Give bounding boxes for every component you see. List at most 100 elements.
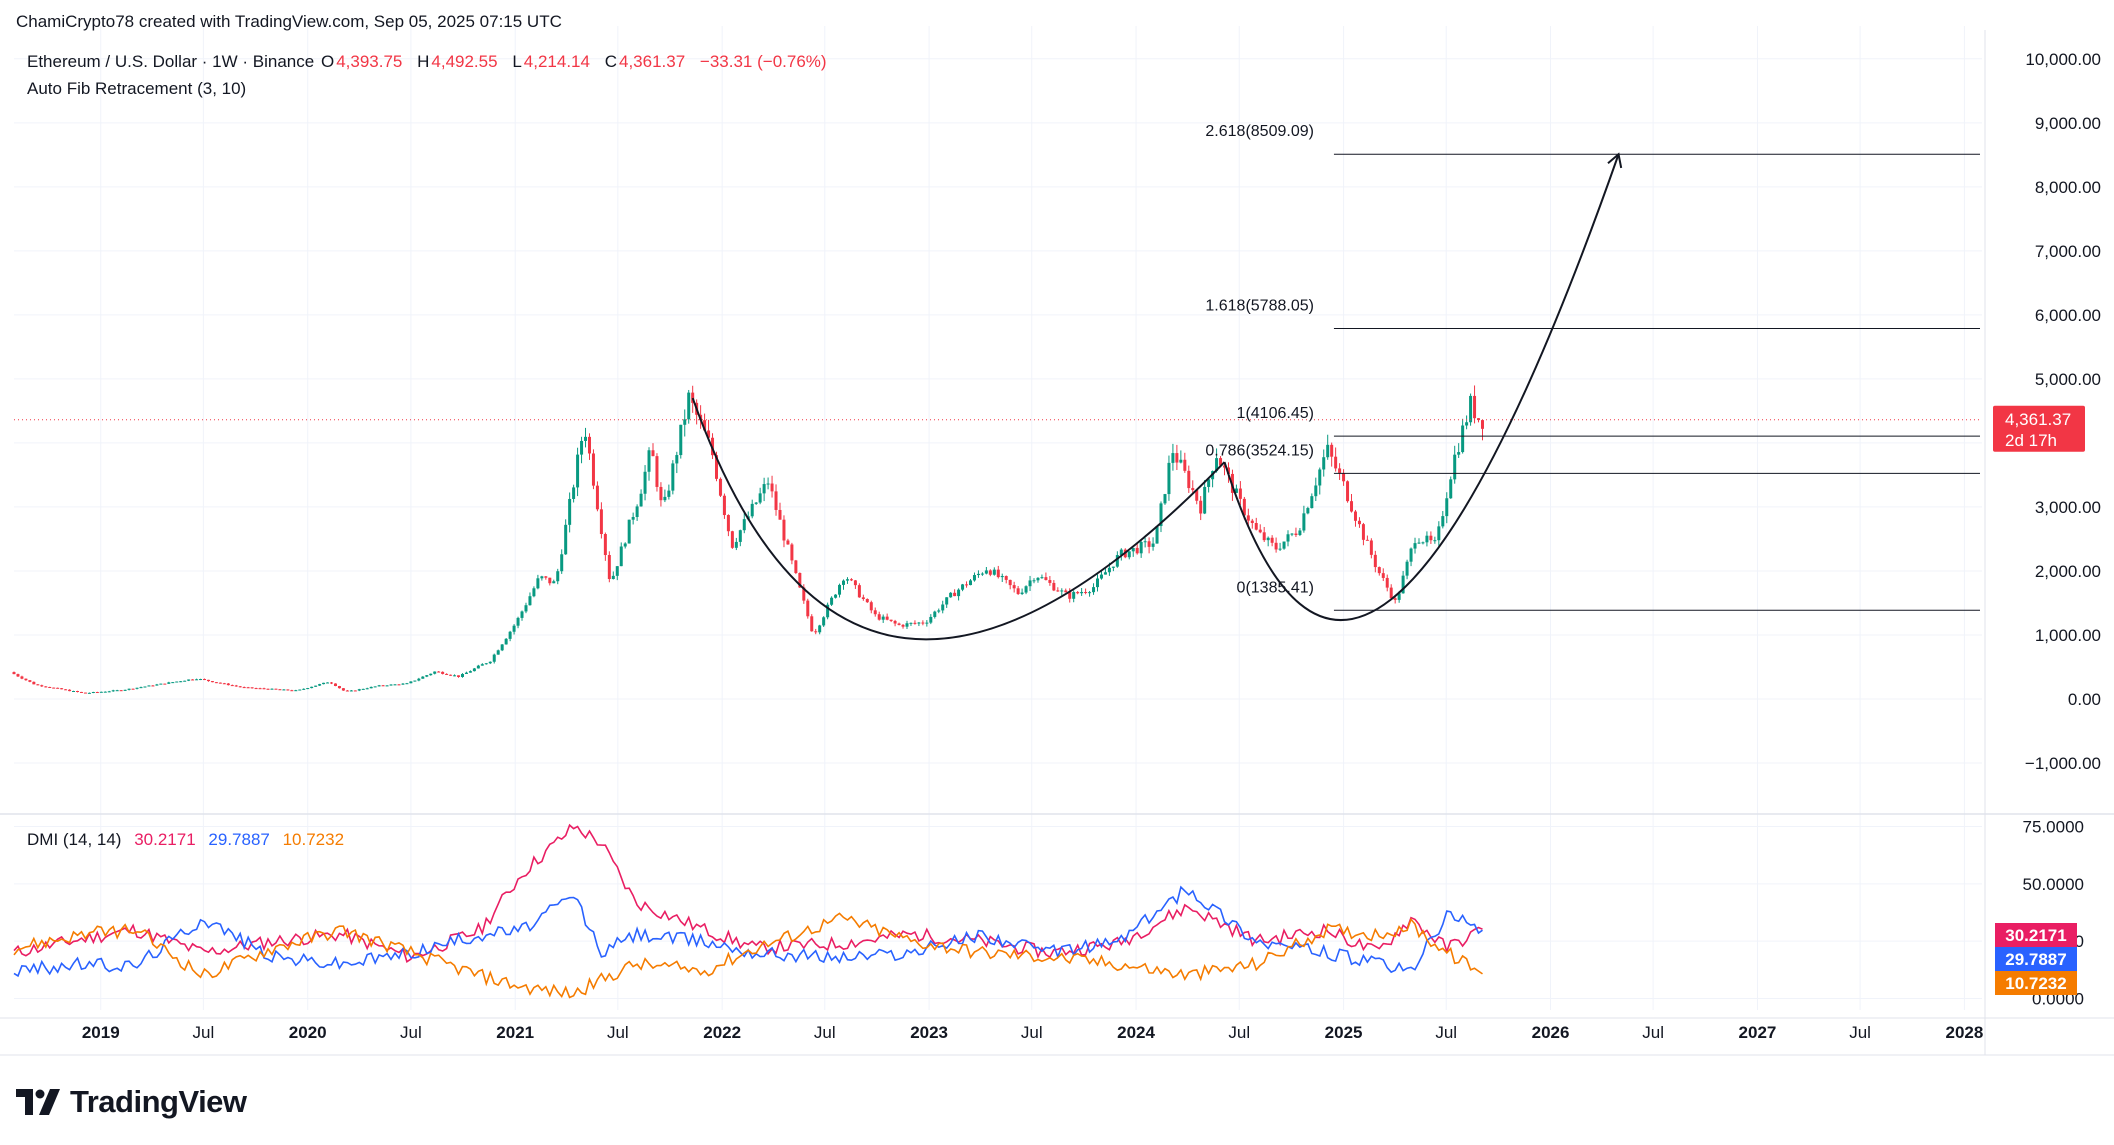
candle-body xyxy=(28,680,32,682)
candle-body xyxy=(1159,503,1163,527)
candle-body xyxy=(1064,590,1068,593)
candle-body xyxy=(524,605,528,612)
candle-body xyxy=(984,570,988,574)
candle-body xyxy=(1056,590,1060,592)
candle-body xyxy=(1096,578,1100,588)
candle-body xyxy=(953,592,957,597)
candle-body xyxy=(838,584,842,595)
candle-body xyxy=(1250,520,1254,524)
candle-body xyxy=(119,690,123,692)
candle-body xyxy=(754,502,758,504)
candle-body xyxy=(631,516,635,520)
candle-body xyxy=(306,688,310,690)
candle-body xyxy=(290,690,294,692)
change-value: −33.31 (−0.76%) xyxy=(699,52,827,71)
candle-body xyxy=(893,620,897,624)
candle-body xyxy=(453,675,457,677)
candle-body xyxy=(1147,541,1151,547)
candle-body xyxy=(441,671,445,674)
candle-body xyxy=(210,681,214,683)
candle-body xyxy=(1044,577,1048,581)
candle-body xyxy=(1449,479,1453,499)
dmi-value-3: 10.7232 xyxy=(282,830,345,849)
candle-body xyxy=(889,619,893,621)
candle-body xyxy=(1425,535,1429,543)
dmi-legend[interactable]: DMI (14, 14) 30.2171 29.7887 10.7232 xyxy=(27,830,344,850)
candle-body xyxy=(1187,470,1191,489)
candle-body xyxy=(1242,498,1246,516)
candle-body xyxy=(802,587,806,601)
candle-body xyxy=(1111,566,1115,568)
candle-body xyxy=(214,682,218,684)
candle-body xyxy=(897,623,901,625)
candle-body xyxy=(127,688,131,690)
candle-body xyxy=(1036,577,1040,581)
candle-body xyxy=(12,672,16,675)
high-value: 4,492.55 xyxy=(431,52,498,71)
candle-body xyxy=(151,685,155,687)
time-axis-label: 2020 xyxy=(289,1023,327,1042)
time-axis-label: Jul xyxy=(1435,1023,1457,1042)
candle-body xyxy=(790,544,794,561)
candle-body xyxy=(230,685,234,687)
candle-body xyxy=(1393,598,1397,600)
candle-body xyxy=(1258,529,1262,533)
candle-body xyxy=(1298,530,1302,536)
symbol-name[interactable]: Ethereum / U.S. Dollar · 1W · Binance xyxy=(27,52,315,71)
price-axis-label: 0.00 xyxy=(2068,690,2101,709)
candle-body xyxy=(44,686,48,688)
candle-body xyxy=(901,624,905,627)
candle-body xyxy=(103,691,107,693)
candle-body xyxy=(603,534,607,556)
candle-body xyxy=(1127,551,1131,558)
candle-body xyxy=(179,681,183,683)
candle-body xyxy=(468,671,472,673)
candle-body xyxy=(377,685,381,687)
candle-body xyxy=(32,681,36,685)
candle-body xyxy=(345,690,349,692)
tradingview-brand[interactable]: TradingView xyxy=(16,1084,247,1120)
candle-body xyxy=(274,688,278,690)
candle-body xyxy=(1195,490,1199,501)
candle-body xyxy=(206,679,210,682)
candle-body xyxy=(99,691,103,693)
candle-body xyxy=(115,690,119,692)
candle-body xyxy=(607,555,611,580)
candle-body xyxy=(1016,588,1020,595)
candle-body xyxy=(1461,425,1465,453)
candle-body xyxy=(671,463,675,491)
candle-body xyxy=(401,683,405,685)
candle-body xyxy=(310,686,314,689)
price-axis-label: 3,000.00 xyxy=(2035,498,2101,517)
candle-body xyxy=(1032,580,1036,582)
fib-retracement: 2.618(8509.09) 1.618(5788.05) 1(4106.45) 0.… xyxy=(1205,123,1980,611)
candle-body xyxy=(1314,485,1318,497)
dmi-line xyxy=(13,912,1483,999)
candle-body xyxy=(1385,577,1389,588)
candle-body xyxy=(1012,585,1016,589)
candle-body xyxy=(1397,593,1401,600)
candle-body xyxy=(167,682,171,684)
dmi-value-tag xyxy=(1995,947,2077,971)
price-axis-label: 8,000.00 xyxy=(2035,178,2101,197)
candle-body xyxy=(675,455,679,464)
candle-body xyxy=(218,682,222,684)
dmi-value-1: 30.2171 xyxy=(134,830,196,849)
candle-body xyxy=(1024,586,1028,593)
candle-body xyxy=(1342,473,1346,482)
candle-body xyxy=(1139,541,1143,554)
candle-body xyxy=(1215,458,1219,472)
candle-body xyxy=(516,617,520,626)
candle-body xyxy=(1084,591,1088,593)
grid xyxy=(14,26,1982,1010)
fib-indicator-legend[interactable]: Auto Fib Retracement (3, 10) xyxy=(27,79,247,98)
fib-level-label: 1(4106.45) xyxy=(1237,405,1314,422)
candle-body xyxy=(322,682,326,685)
candle-body xyxy=(1433,540,1437,542)
candle-body xyxy=(1171,453,1175,463)
price-axis-label: 9,000.00 xyxy=(2035,114,2101,133)
candle-body xyxy=(965,584,969,586)
candle-body xyxy=(667,490,671,497)
